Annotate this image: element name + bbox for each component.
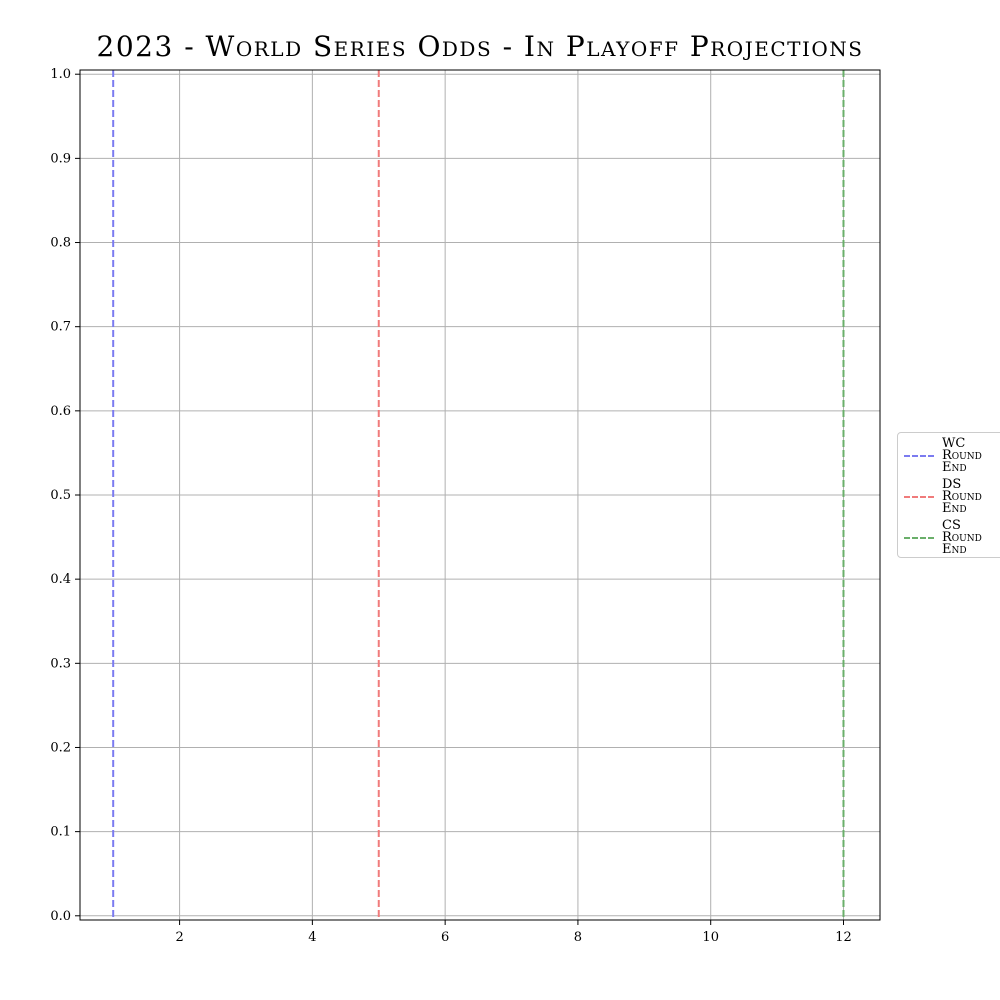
x-tick-label: 8: [574, 930, 582, 945]
legend-label-wc: WC Round End: [942, 436, 982, 475]
x-tick-label: 12: [835, 930, 852, 945]
y-tick-label: 0.7: [50, 320, 71, 335]
y-tick-label: 0.3: [50, 656, 71, 671]
legend-item-wc: WC Round End: [902, 436, 1000, 476]
legend-label-cs: CS Round End: [942, 518, 982, 557]
y-tick-label: 0.9: [50, 151, 71, 166]
y-tick-label: 0.2: [50, 740, 71, 755]
y-tick-label: 0.6: [50, 404, 71, 419]
legend-item-cs: CS Round End: [902, 518, 1000, 558]
round-end-lines: [112, 70, 845, 920]
x-tick-label: 10: [702, 930, 719, 945]
y-tick-label: 0.8: [50, 236, 71, 251]
x-tick-label: 4: [308, 930, 316, 945]
legend-swatch-ds: [904, 496, 934, 498]
legend-item-ds: DS Round End: [902, 477, 1000, 517]
axis-ticks: 0.0 0.1 0.2 0.3 0.4 0.5 0.6 0.7 0.8 0.9 1.0 2 4 6 8 10 1…: [50, 67, 851, 945]
y-tick-label: 0.0: [50, 909, 71, 924]
x-tick-label: 6: [441, 930, 449, 945]
legend-swatch-cs: [904, 537, 934, 539]
y-tick-label: 0.4: [50, 572, 71, 587]
legend-swatch-wc: [904, 455, 934, 457]
y-tick-label: 0.1: [50, 825, 71, 840]
x-tick-label: 2: [175, 930, 183, 945]
y-tick-label: 0.5: [50, 488, 71, 503]
chart-title: 2023 - World Series Odds - In Playoff Pr…: [96, 30, 864, 63]
y-tick-label: 1.0: [50, 67, 71, 82]
grid-lines: [80, 70, 880, 920]
legend-label-ds: DS Round End: [942, 477, 982, 516]
legend: WC Round End DS Round End CS Round End: [897, 432, 1000, 558]
